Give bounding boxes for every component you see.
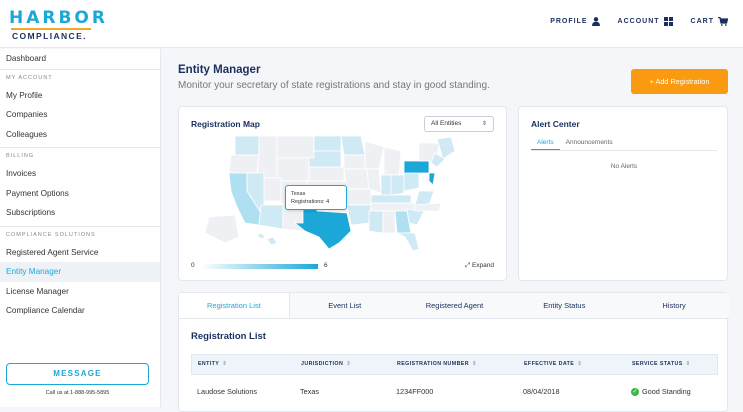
logo-text: HARBOR: [9, 8, 108, 28]
legend-max: 6: [324, 262, 328, 269]
table-header: ENTITY ⇕ JURISDICTION ⇕ REGISTRATION NUMBE…: [191, 354, 718, 375]
user-icon: [591, 17, 600, 26]
col-label: SERVICE STATUS: [632, 361, 683, 367]
registration-card: Registration List Event List Registered …: [178, 292, 729, 412]
sidebar-item-subscriptions[interactable]: Subscriptions: [6, 208, 56, 217]
sidebar-item-entity-manager[interactable]: Entity Manager: [0, 262, 160, 282]
tab-registered-agent[interactable]: Registered Agent: [425, 301, 484, 310]
check-circle-icon: ✓: [631, 388, 639, 397]
cell-entity: Laudose Solutions: [197, 387, 258, 396]
cart-link[interactable]: CART: [691, 17, 728, 26]
sidebar-section-billing: BILLING: [0, 147, 160, 164]
sort-icon: ⇕: [346, 361, 352, 367]
cell-service-status: ✓ Good Standing: [625, 383, 718, 401]
col-label: ENTITY: [198, 361, 220, 367]
sidebar-item-invoices[interactable]: Invoices: [6, 169, 37, 178]
sidebar-section-my-account: MY ACCOUNT: [0, 68, 160, 86]
sidebar-item-payment-options[interactable]: Payment Options: [6, 188, 69, 198]
profile-label: PROFILE: [550, 18, 588, 25]
sidebar-item-registered-agent-service[interactable]: Registered Agent Service: [6, 247, 99, 257]
top-bar: HARBOR COMPLIANCE. PROFILE ACCOUNT CART: [0, 0, 743, 48]
sidebar-item-compliance-calendar[interactable]: Compliance Calendar: [6, 306, 85, 315]
harbor-compliance-logo[interactable]: HARBOR COMPLIANCE.: [9, 8, 108, 42]
sort-icon: ⇕: [577, 361, 583, 367]
col-entity[interactable]: ENTITY ⇕: [192, 355, 295, 374]
alert-center-card: Alert Center Alerts Announcements No Ale…: [518, 106, 728, 281]
cell-registration-number: 1234FF000: [396, 387, 434, 396]
legend-min: 0: [191, 262, 195, 269]
col-label: REGISTRATION NUMBER: [397, 361, 469, 367]
top-nav: PROFILE ACCOUNT CART: [550, 17, 728, 26]
page-subtitle: Monitor your secretary of state registra…: [178, 80, 490, 91]
expand-label: Expand: [471, 262, 494, 269]
sort-icon: ⇕: [685, 361, 691, 367]
cell-effective-date: 08/04/2018: [523, 387, 560, 396]
col-registration-number[interactable]: REGISTRATION NUMBER ⇕: [391, 355, 518, 374]
map-legend: 0 6: [191, 262, 328, 269]
sidebar-section-compliance-solutions: COMPLIANCE SOLUTIONS: [0, 225, 160, 243]
registration-map-title: Registration Map: [191, 119, 260, 129]
col-effective-date[interactable]: EFFECTIVE DATE ⇕: [518, 355, 626, 374]
tooltip-state: Texas: [291, 191, 306, 197]
account-label: ACCOUNT: [617, 18, 660, 25]
col-jurisdiction[interactable]: JURISDICTION ⇕: [295, 355, 391, 374]
alert-center-title: Alert Center: [531, 119, 580, 129]
sidebar-item-dashboard[interactable]: Dashboard: [6, 54, 47, 63]
registration-list-title: Registration List: [191, 331, 266, 342]
cart-label: CART: [690, 18, 714, 25]
col-label: EFFECTIVE DATE: [524, 361, 575, 367]
tooltip-registrations: Registrations: 4: [291, 199, 330, 205]
profile-link[interactable]: PROFILE: [550, 17, 600, 26]
alert-tabs: Alerts Announcements: [531, 137, 717, 151]
logo-subtext: COMPLIANCE.: [12, 31, 87, 41]
tab-alerts[interactable]: Alerts: [531, 137, 560, 150]
status-text: Good Standing: [642, 387, 691, 396]
sort-icon: ⇕: [471, 361, 477, 367]
select-arrows-icon: ⇕: [481, 121, 487, 127]
sidebar: Dashboard MY ACCOUNT My Profile Companie…: [0, 49, 161, 407]
map-tooltip: Texas Registrations: 4: [285, 185, 347, 210]
expand-map-button[interactable]: ⤢ Expand: [465, 262, 494, 270]
sidebar-item-companies[interactable]: Companies: [6, 110, 48, 119]
table-row[interactable]: Laudose Solutions Texas 1234FF000 08/04/…: [191, 383, 718, 401]
grid-icon: [663, 17, 673, 26]
sort-icon: ⇕: [222, 361, 228, 367]
tab-entity-status[interactable]: Entity Status: [543, 301, 586, 310]
entity-filter-select[interactable]: All Entities ⇕: [424, 116, 494, 132]
entity-filter-value: All Entities: [431, 120, 462, 127]
logo-underline: [11, 28, 91, 30]
col-service-status[interactable]: SERVICE STATUS ⇕: [626, 355, 717, 374]
call-us-text: Call us at 1-888-995-5895: [45, 390, 110, 396]
col-label: JURISDICTION: [301, 361, 344, 367]
registration-tabs: Registration List Event List Registered …: [179, 293, 729, 319]
no-alerts-text: No Alerts: [610, 163, 638, 170]
legend-gradient: [201, 264, 318, 269]
sidebar-item-my-profile[interactable]: My Profile: [6, 90, 43, 100]
tab-announcements[interactable]: Announcements: [565, 139, 613, 146]
cell-jurisdiction: Texas: [300, 387, 320, 396]
tab-history[interactable]: History: [662, 301, 686, 310]
tab-registration-list[interactable]: Registration List: [179, 293, 290, 318]
page-title: Entity Manager: [178, 64, 261, 76]
add-registration-button[interactable]: + Add Registration: [631, 69, 728, 94]
sidebar-item-license-manager[interactable]: License Manager: [6, 286, 69, 296]
registration-map-card: Registration Map All Entities ⇕: [178, 106, 507, 281]
message-button[interactable]: MESSAGE: [6, 363, 149, 385]
cart-icon: [718, 17, 728, 26]
account-link[interactable]: ACCOUNT: [618, 17, 673, 26]
sidebar-item-colleagues[interactable]: Colleagues: [6, 129, 47, 139]
expand-icon: ⤢: [464, 262, 471, 269]
tab-event-list[interactable]: Event List: [328, 301, 362, 310]
